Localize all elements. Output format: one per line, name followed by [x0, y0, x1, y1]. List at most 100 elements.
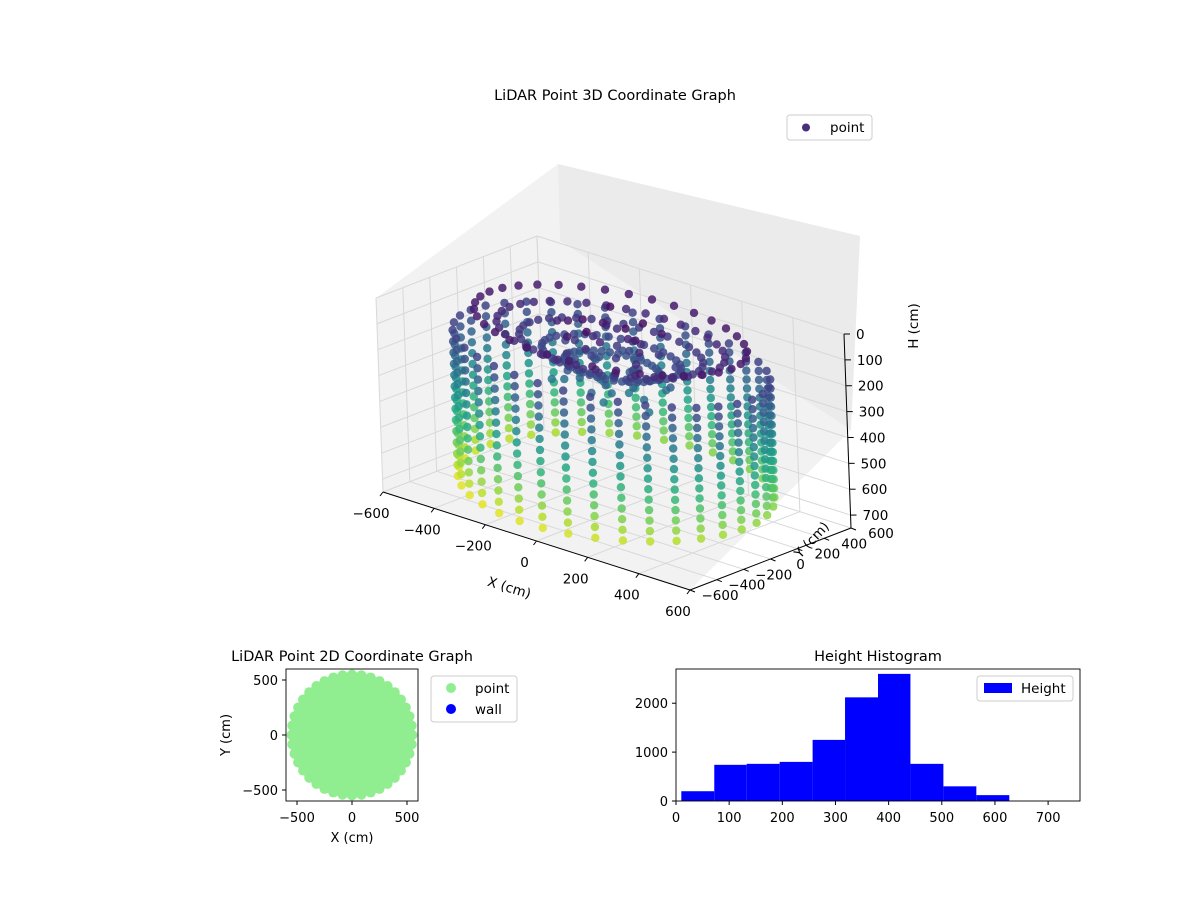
y-tick-3d: [770, 558, 776, 562]
point-3d: [624, 289, 633, 299]
point-3d: [560, 419, 569, 428]
legend-3d-marker: [802, 123, 810, 132]
point-3d: [718, 510, 727, 520]
point-3d: [667, 373, 677, 382]
point-3d: [762, 492, 771, 501]
point-3d: [761, 464, 770, 473]
point-3d: [685, 441, 694, 450]
point-3d: [452, 345, 461, 355]
point-3d: [751, 480, 760, 490]
point-3d: [631, 336, 640, 345]
point-3d: [563, 332, 572, 341]
histogram-bar: [943, 786, 977, 801]
y-tick-label-3d: −400: [728, 578, 765, 594]
point-3d: [587, 314, 596, 324]
point-3d: [494, 497, 503, 506]
point-3d: [469, 392, 478, 401]
z-axis-label-3d: H (cm): [906, 303, 922, 349]
x-tick-3d: [430, 508, 435, 513]
point-3d: [618, 536, 628, 545]
point-3d: [659, 314, 669, 323]
point-3d: [752, 518, 761, 528]
point-3d: [734, 448, 744, 457]
point-3d: [589, 479, 598, 488]
point-3d: [714, 412, 723, 421]
point-3d: [491, 418, 501, 427]
point-3d: [733, 409, 742, 418]
point-3d: [563, 316, 573, 325]
point-3d: [525, 399, 535, 409]
point-3d: [561, 452, 570, 461]
point-3d: [559, 386, 568, 395]
point-2d: [293, 757, 304, 768]
point-3d: [473, 364, 482, 373]
point-3d: [764, 383, 774, 392]
point-3d: [514, 483, 523, 492]
point-3d: [668, 423, 677, 433]
x-axis-label-3d: X (cm): [485, 574, 532, 602]
point-3d: [473, 375, 483, 384]
pane-left: [376, 164, 560, 492]
point-2d: [298, 694, 309, 705]
point-3d: [612, 341, 622, 351]
point-3d: [754, 357, 763, 367]
histogram-bar: [812, 739, 846, 801]
point-3d: [607, 389, 616, 398]
point-3d: [714, 422, 724, 431]
point-3d: [748, 414, 757, 423]
point-3d: [526, 420, 536, 429]
point-3d: [534, 412, 543, 421]
point-3d: [632, 422, 641, 431]
point-3d: [456, 458, 465, 468]
y-tick-label-histogram: 1000: [635, 746, 668, 761]
point-3d: [537, 501, 547, 510]
point-3d: [641, 411, 650, 421]
point-3d: [703, 333, 712, 342]
point-3d: [522, 343, 532, 352]
x-tick-label-histogram: 400: [876, 811, 901, 826]
point-3d: [692, 403, 701, 413]
y-tick-label-2d: 0: [270, 729, 278, 744]
point-3d: [512, 438, 521, 447]
point-3d: [465, 490, 474, 500]
point-3d: [472, 312, 482, 321]
point-3d: [551, 428, 560, 437]
point-3d: [563, 507, 572, 516]
point-3d: [529, 297, 538, 307]
point-3d: [650, 373, 659, 382]
point-3d: [685, 432, 694, 441]
point-2d: [389, 687, 400, 698]
point-3d: [579, 364, 588, 374]
point-3d: [625, 346, 634, 356]
point-3d: [582, 327, 591, 337]
point-3d: [682, 349, 691, 359]
point-3d: [514, 281, 523, 290]
histogram-bar: [878, 673, 911, 801]
axis-ticks-histogram: 0 100 200 300 400 500 600 700 0 1000 2000: [635, 697, 1061, 826]
pane-right: [558, 164, 860, 430]
point-3d: [582, 298, 591, 307]
point-3d: [707, 316, 716, 325]
y-tick-label-2d: 500: [253, 674, 278, 689]
point-3d: [463, 434, 472, 443]
point-2d: [311, 778, 322, 789]
point-3d: [571, 360, 581, 370]
point-3d: [456, 470, 466, 479]
point-3d: [524, 358, 533, 368]
point-2d: [406, 720, 417, 731]
axes-frame-histogram: [675, 668, 1081, 802]
point-2d: [287, 720, 298, 731]
point-3d: [641, 401, 650, 410]
point-3d: [510, 370, 519, 380]
point-3d: [649, 327, 659, 337]
point-3d: [525, 379, 534, 388]
point-2d: [407, 730, 418, 740]
point-3d: [736, 359, 745, 369]
point-3d: [736, 486, 745, 496]
grid-right-horizontal: [539, 313, 847, 413]
point-3d: [586, 392, 595, 402]
point-3d: [716, 451, 725, 461]
point-3d: [705, 375, 715, 385]
grid-left-horizontal: [375, 235, 538, 299]
point-3d: [638, 319, 648, 328]
